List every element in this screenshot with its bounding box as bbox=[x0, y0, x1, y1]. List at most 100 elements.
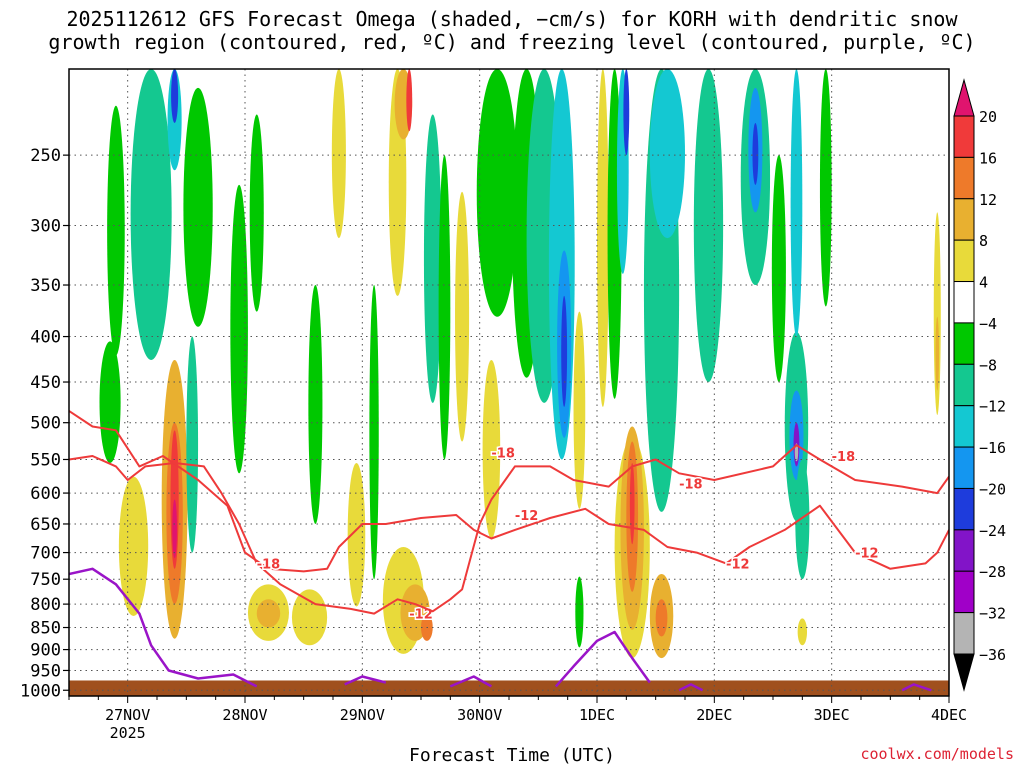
colorbar-label: −28 bbox=[979, 563, 1006, 581]
contour-lines: -12 -12 -12 -12 -18 -18 -18 -18 bbox=[69, 410, 949, 692]
x-axis-title: Forecast Time (UTC) bbox=[409, 745, 615, 766]
omega-cell bbox=[107, 105, 125, 356]
terrain-band bbox=[69, 680, 949, 696]
colorbar-segment bbox=[953, 405, 975, 448]
colorbar-top-arrow bbox=[953, 78, 975, 117]
omega-cell bbox=[794, 443, 799, 462]
colorbar: 20 16 12 8 4 −4 −8 −12 −16 −20 −24 −28 −32 −36 bbox=[953, 78, 1006, 692]
colorbar-segment bbox=[953, 612, 975, 655]
omega-cell bbox=[291, 589, 328, 646]
omega-cell bbox=[561, 295, 568, 407]
omega-cell bbox=[573, 311, 586, 509]
dgz-contour-label: -12 bbox=[855, 547, 879, 562]
colorbar-label: 8 bbox=[979, 232, 988, 250]
omega-cell bbox=[249, 114, 264, 312]
colorbar-segment bbox=[953, 487, 975, 531]
omega-cell bbox=[649, 69, 686, 239]
omega-cell bbox=[819, 69, 832, 307]
omega-cell bbox=[369, 285, 379, 580]
x-tick-label: 29NOV bbox=[340, 706, 385, 724]
colorbar-segment bbox=[953, 115, 975, 158]
colorbar-segment bbox=[953, 281, 975, 324]
terrain-surface bbox=[69, 680, 949, 696]
x-tick-label: 28NOV bbox=[222, 706, 267, 724]
colorbar-segment bbox=[953, 446, 975, 489]
y-tick-label: 550 bbox=[30, 450, 61, 470]
chart-title-line-2: growth region (contoured, red, ºC) and f… bbox=[48, 30, 976, 54]
freezing-level-contour bbox=[901, 683, 932, 692]
freezing-level-contour bbox=[344, 675, 387, 686]
omega-cell bbox=[935, 316, 940, 391]
omega-cell bbox=[347, 462, 366, 607]
omega-cell bbox=[476, 69, 518, 317]
y-tick-label: 950 bbox=[30, 661, 61, 681]
omega-cell bbox=[623, 69, 630, 156]
freezing-level-contour bbox=[678, 683, 704, 692]
colorbar-segment bbox=[953, 529, 975, 572]
y-tick-label: 500 bbox=[30, 414, 61, 434]
omega-cell bbox=[99, 341, 121, 463]
x-tick-label: 30NOV bbox=[457, 706, 502, 724]
omega-cell bbox=[406, 69, 413, 132]
omega-cell bbox=[771, 155, 786, 383]
colorbar-label: −8 bbox=[979, 356, 997, 374]
credit-link[interactable]: coolwx.com/models bbox=[860, 745, 1014, 763]
y-tick-label: 900 bbox=[30, 641, 61, 661]
dgz-contour-label: -18 bbox=[832, 450, 856, 465]
omega-cell bbox=[629, 462, 635, 545]
dgz-contour-label: -12 bbox=[515, 509, 539, 524]
y-tick-label: 450 bbox=[30, 373, 61, 393]
omega-cell bbox=[752, 122, 759, 185]
dgz-contour-label: -18 bbox=[491, 446, 515, 461]
omega-cell bbox=[331, 69, 346, 239]
colorbar-bottom-arrow bbox=[953, 653, 975, 692]
y-tick-label: 800 bbox=[30, 595, 61, 615]
omega-cell bbox=[790, 69, 803, 337]
dgz-contour bbox=[69, 410, 949, 573]
omega-cell bbox=[423, 114, 442, 403]
y-tick-label: 1000 bbox=[20, 681, 61, 701]
y-tick-label: 350 bbox=[30, 276, 61, 296]
colorbar-label: −32 bbox=[979, 605, 1006, 623]
omega-shading bbox=[99, 69, 941, 659]
omega-cell bbox=[795, 459, 810, 580]
x-tick-label: 1DEC bbox=[579, 706, 615, 724]
colorbar-label: −12 bbox=[979, 398, 1006, 416]
y-axis: 2503003504004505005506006507007508008509… bbox=[20, 146, 69, 701]
omega-cell bbox=[455, 191, 470, 442]
omega-cell bbox=[655, 599, 668, 637]
freezing-level-contour bbox=[69, 567, 258, 688]
grid-lines bbox=[69, 69, 949, 696]
dgz-contour-label: -18 bbox=[679, 477, 703, 492]
omega-cell bbox=[230, 184, 248, 474]
x-tick-label: 27NOV bbox=[105, 706, 150, 724]
colorbar-segment bbox=[953, 570, 975, 614]
colorbar-segment bbox=[953, 363, 975, 407]
colorbar-segment bbox=[953, 156, 975, 200]
colorbar-label: 16 bbox=[979, 149, 997, 167]
freezing-level-contour bbox=[554, 630, 651, 688]
x-tick-sublabel: 2025 bbox=[110, 724, 146, 742]
y-tick-label: 300 bbox=[30, 217, 61, 237]
x-tick-label: 4DEC bbox=[931, 706, 967, 724]
freezing-level-contour bbox=[449, 675, 493, 688]
colorbar-label: 4 bbox=[979, 274, 988, 292]
dgz-contour-label: -12 bbox=[409, 608, 433, 623]
colorbar-segment bbox=[953, 322, 975, 365]
y-tick-label: 700 bbox=[30, 544, 61, 564]
colorbar-label: −36 bbox=[979, 646, 1006, 664]
y-tick-label: 750 bbox=[30, 570, 61, 590]
colorbar-label: −20 bbox=[979, 480, 1006, 498]
omega-cell bbox=[130, 69, 172, 360]
y-tick-label: 250 bbox=[30, 146, 61, 166]
colorbar-label: −16 bbox=[979, 439, 1006, 457]
dgz-contour-label: -18 bbox=[257, 557, 281, 572]
omega-cell bbox=[597, 69, 609, 407]
omega-cell bbox=[172, 499, 177, 559]
colorbar-label: −24 bbox=[979, 522, 1006, 540]
colorbar-label: 20 bbox=[979, 108, 997, 126]
omega-cell bbox=[186, 336, 199, 553]
y-tick-label: 400 bbox=[30, 328, 61, 348]
